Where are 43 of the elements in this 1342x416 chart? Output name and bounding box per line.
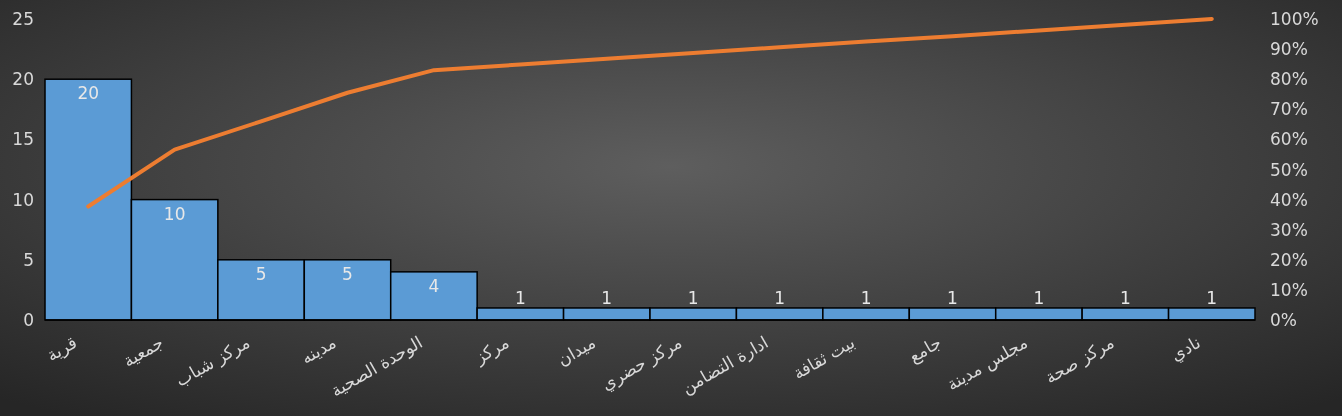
x-tick-label: جمعية xyxy=(119,332,167,371)
y2-tick-label: 60% xyxy=(1270,129,1308,150)
x-tick-label: مجلس مدينة xyxy=(943,332,1031,395)
y-tick-label: 20 xyxy=(12,69,34,90)
y2-tick-label: 80% xyxy=(1270,69,1308,90)
y2-tick-label: 0% xyxy=(1270,310,1297,330)
x-tick-label: قرية xyxy=(43,332,81,366)
y2-tick-label: 70% xyxy=(1270,99,1308,120)
y2-tick-label: 100% xyxy=(1270,9,1319,29)
y-tick-label: 10 xyxy=(12,189,34,210)
x-tick-label: مركز شباب xyxy=(172,332,254,391)
x-tick-label: مركز صحة xyxy=(1041,332,1118,388)
y2-tick-label: 40% xyxy=(1270,189,1308,210)
data-label: 5 xyxy=(342,263,353,284)
data-label: 1 xyxy=(1119,287,1131,308)
data-label: 1 xyxy=(1206,287,1218,308)
data-label: 1 xyxy=(947,287,958,308)
y-tick-label: 25 xyxy=(12,9,34,29)
y2-tick-label: 50% xyxy=(1270,159,1308,180)
y-tick-label: 0 xyxy=(23,310,34,330)
y2-tick-label: 20% xyxy=(1270,249,1308,270)
y2-tick-label: 30% xyxy=(1270,219,1308,240)
x-tick-label: بيت ثقافة xyxy=(789,332,859,384)
x-tick-label: مركز حضري xyxy=(597,332,686,395)
data-label: 10 xyxy=(163,203,186,224)
y-tick-label: 15 xyxy=(12,129,34,150)
x-tick-label: نادي xyxy=(1167,332,1205,366)
data-label: 1 xyxy=(1033,287,1045,308)
y2-tick-label: 90% xyxy=(1270,39,1308,60)
data-label: 4 xyxy=(428,275,440,296)
x-tick-label: مدينه xyxy=(297,332,340,368)
data-label: 1 xyxy=(687,287,699,308)
data-label: 5 xyxy=(255,263,267,284)
y-tick-label: 5 xyxy=(23,249,34,270)
data-label: 1 xyxy=(860,287,872,308)
x-tick-label: مركز xyxy=(470,332,513,368)
x-tick-label: جامع xyxy=(905,332,945,368)
data-label: 1 xyxy=(601,287,613,308)
data-label: 1 xyxy=(774,287,786,308)
data-label: 20 xyxy=(77,83,100,104)
data-label: 1 xyxy=(514,287,526,308)
y2-tick-label: 10% xyxy=(1270,279,1308,300)
x-tick-label: ميدان xyxy=(553,332,599,370)
